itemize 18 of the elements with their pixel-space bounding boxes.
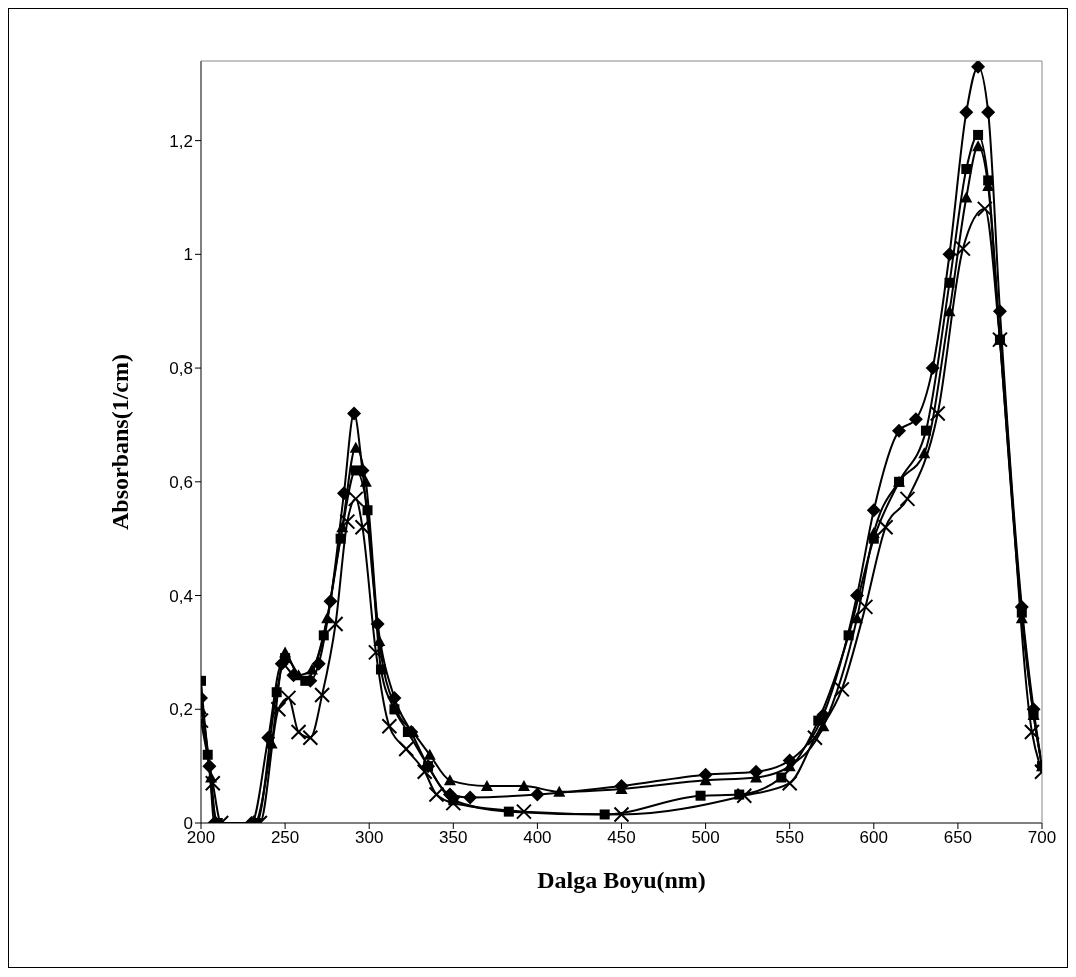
x-tick-label: 250 xyxy=(270,828,300,848)
y-tick-label: 0,4 xyxy=(169,586,193,606)
x-tick-label: 650 xyxy=(943,828,973,848)
y-tick-label: 1 xyxy=(183,245,193,265)
y-tick-label: 1,2 xyxy=(169,131,193,151)
x-axis-title: Dalga Boyu(nm) xyxy=(537,867,706,893)
y-tick-label: 0,2 xyxy=(169,700,193,720)
x-tick-label: 450 xyxy=(607,828,636,848)
y-tick-label: 0,8 xyxy=(169,359,193,379)
x-tick-label: 600 xyxy=(859,828,888,848)
y-axis-title: Absorbans(1/cm) xyxy=(106,353,133,531)
x-tick-label: 400 xyxy=(523,828,552,848)
x-tick-label: 500 xyxy=(691,828,720,848)
x-tick-label: 350 xyxy=(439,828,468,848)
x-tick-label: 700 xyxy=(1027,828,1057,848)
x-tick-label: 300 xyxy=(355,828,384,848)
y-tick-label: 0,6 xyxy=(169,472,193,492)
x-tick-label: 550 xyxy=(775,828,804,848)
